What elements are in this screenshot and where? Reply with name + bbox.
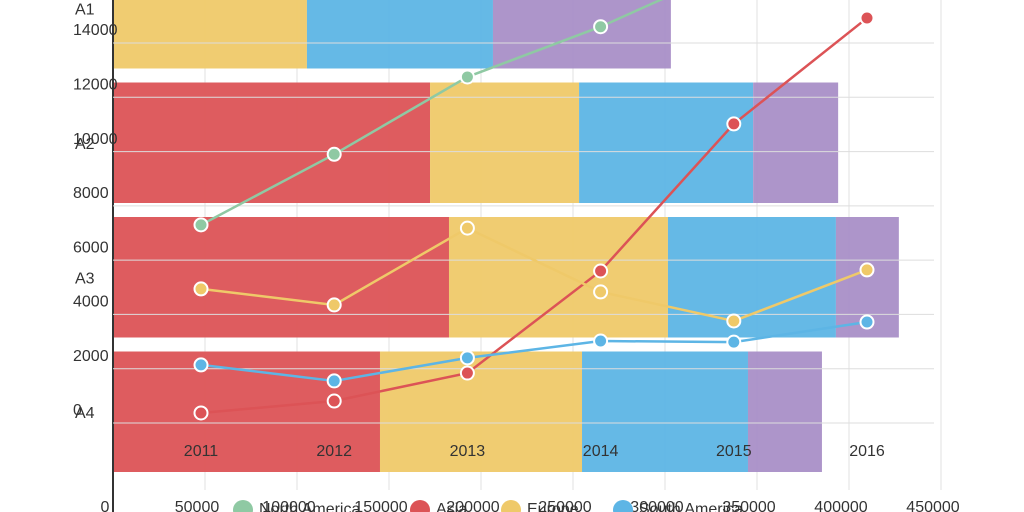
point [593, 333, 609, 349]
y-tick-label: 2000 [73, 348, 109, 365]
y-tick-label: 14000 [73, 22, 118, 39]
y-tick-label: 8000 [73, 185, 109, 202]
line [200, 320, 868, 383]
y-tick-label: 0 [73, 402, 82, 419]
x-tick-label: 400000 [814, 499, 867, 512]
legend-marker[interactable] [410, 500, 430, 512]
x-tick-label: 2014 [583, 443, 619, 460]
y-tick-label: A2 [75, 136, 95, 153]
bar-segment [306, 0, 493, 69]
point [459, 220, 475, 236]
legend-label[interactable]: Asia [436, 501, 467, 512]
point [459, 365, 475, 381]
bar-segment [582, 351, 748, 472]
point [859, 10, 875, 26]
bar-segment [667, 217, 836, 338]
bar-segment [747, 351, 822, 472]
y-tick-label: A1 [75, 1, 95, 18]
point [859, 314, 875, 330]
y-tick-label: 4000 [73, 294, 109, 311]
point [593, 263, 609, 279]
point [859, 262, 875, 278]
point [726, 334, 742, 350]
legend-label[interactable]: Europe [527, 501, 579, 512]
y-tick-label: 12000 [73, 77, 118, 94]
line [200, 17, 868, 415]
x-tick-label: 0 [101, 499, 110, 512]
bar-segment [113, 217, 449, 338]
x-tick-label: 450000 [906, 499, 959, 512]
line [200, 226, 868, 323]
x-tick-label: 100000 [262, 499, 315, 512]
point [593, 19, 609, 35]
x-tick-label: 300000 [630, 499, 683, 512]
y-tick-label: A3 [75, 270, 95, 287]
point [193, 357, 209, 373]
point [459, 350, 475, 366]
legend-marker[interactable] [233, 500, 253, 512]
bar-segment [753, 82, 839, 203]
x-tick-label: 2012 [316, 443, 352, 460]
point [326, 393, 342, 409]
bar-segment [379, 351, 583, 472]
point [726, 313, 742, 329]
x-tick-label: 150000 [354, 499, 407, 512]
legend-label[interactable]: South America [639, 501, 743, 512]
point [726, 116, 742, 132]
x-tick-label: 2013 [450, 443, 486, 460]
bar-segment [430, 82, 580, 203]
x-tick-label: 2015 [716, 443, 752, 460]
x-tick-label: 2011 [184, 443, 219, 460]
bar-segment [113, 0, 307, 69]
x-tick-label: 50000 [175, 499, 220, 512]
x-tick-label: 200000 [446, 499, 499, 512]
point [326, 373, 342, 389]
x-tick-label: 350000 [722, 499, 775, 512]
point [593, 284, 609, 300]
point [193, 217, 209, 233]
point [459, 69, 475, 85]
bar-segment [579, 82, 754, 203]
legend-marker[interactable] [613, 500, 633, 512]
y-tick-label: A4 [75, 405, 95, 422]
point [326, 146, 342, 162]
bar-segment [113, 82, 431, 203]
point [326, 297, 342, 313]
point [193, 281, 209, 297]
x-tick-label: 250000 [538, 499, 591, 512]
point [193, 405, 209, 421]
legend-marker[interactable] [501, 500, 521, 512]
y-tick-label: 6000 [73, 239, 109, 256]
x-tick-label: 2016 [849, 443, 885, 460]
y-tick-label: 10000 [73, 131, 118, 148]
legend-label[interactable]: North America [259, 501, 360, 512]
